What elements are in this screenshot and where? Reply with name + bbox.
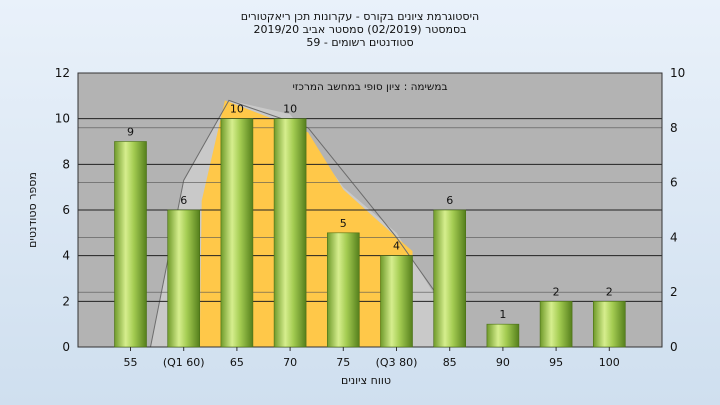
y-tick-label: 2 [62, 294, 70, 308]
bar [592, 301, 626, 348]
bar [326, 232, 360, 348]
bar-value-label: 9 [127, 126, 134, 139]
x-tick-label: 95 [549, 356, 563, 369]
bar-value-label: 2 [606, 285, 613, 298]
x-tick-label: 70 [283, 356, 297, 369]
x-tick-label: 65 [230, 356, 244, 369]
bar-group [114, 141, 147, 348]
y-axis-label: מספר סטודנטים [26, 172, 39, 248]
bar-group [486, 323, 520, 348]
bar [380, 255, 413, 348]
chart-title: היסטוגרמת ציונים בקורס - עקרונות תכן ריא… [0, 10, 720, 49]
bar [220, 118, 254, 348]
x-tick-label: 100 [599, 356, 620, 369]
x-tick-label: (Q1 60) [163, 356, 205, 369]
bar-group [273, 118, 307, 348]
y-right-tick-label: 10 [670, 66, 685, 80]
x-tick-label: (Q3 80) [376, 356, 418, 369]
chart-title-line-1: היסטוגרמת ציונים בקורס - עקרונות תכן ריא… [240, 10, 480, 23]
bar-group [592, 301, 626, 348]
y-right-tick-label: 4 [670, 230, 678, 244]
y-tick-label: 0 [62, 340, 70, 354]
x-tick-label: 75 [336, 356, 350, 369]
bar-group [433, 209, 467, 348]
chart-subtitle: במשימה : ציון סופי במחשב המרכזי [292, 81, 447, 93]
bar-value-label: 6 [180, 194, 187, 207]
bar-group [380, 255, 413, 348]
y-tick-label: 4 [62, 249, 70, 263]
y-right-tick-label: 2 [670, 285, 678, 299]
bar-value-label: 1 [499, 308, 506, 321]
x-tick-label: 85 [443, 356, 457, 369]
bar-group [167, 209, 200, 348]
y-right-tick-label: 8 [670, 121, 678, 135]
bar-value-label: 10 [283, 103, 297, 116]
bar [273, 118, 307, 348]
y-tick-label: 12 [55, 66, 70, 80]
x-axis-label: טווח ציונים [341, 374, 391, 387]
y-right-tick-label: 6 [670, 176, 678, 190]
bar-group [220, 118, 254, 348]
y-right-tick-label: 0 [670, 340, 678, 354]
x-tick-label: 90 [496, 356, 510, 369]
y-tick-label: 8 [62, 157, 70, 171]
bar [114, 141, 147, 348]
bar [486, 323, 520, 348]
bar-value-label: 4 [393, 240, 400, 253]
bar-group [326, 232, 360, 348]
y-tick-label: 6 [62, 203, 70, 217]
y-tick-label: 10 [55, 112, 70, 126]
bar-value-label: 5 [340, 217, 347, 230]
plot-border [77, 72, 663, 348]
bar-group [539, 301, 573, 348]
bar-value-label: 2 [553, 285, 560, 298]
bar [433, 209, 467, 348]
bar [539, 301, 573, 348]
bar-value-label: 10 [230, 103, 244, 116]
chart-title-line-2: בסמסטר (02/2019) סמסטר אביב 2019/20 [253, 23, 467, 36]
chart-title-line-3: סטודנטים רשומים - 59 [306, 36, 414, 49]
x-tick-label: 55 [124, 356, 138, 369]
bar-value-label: 6 [446, 194, 453, 207]
bar [167, 209, 200, 348]
